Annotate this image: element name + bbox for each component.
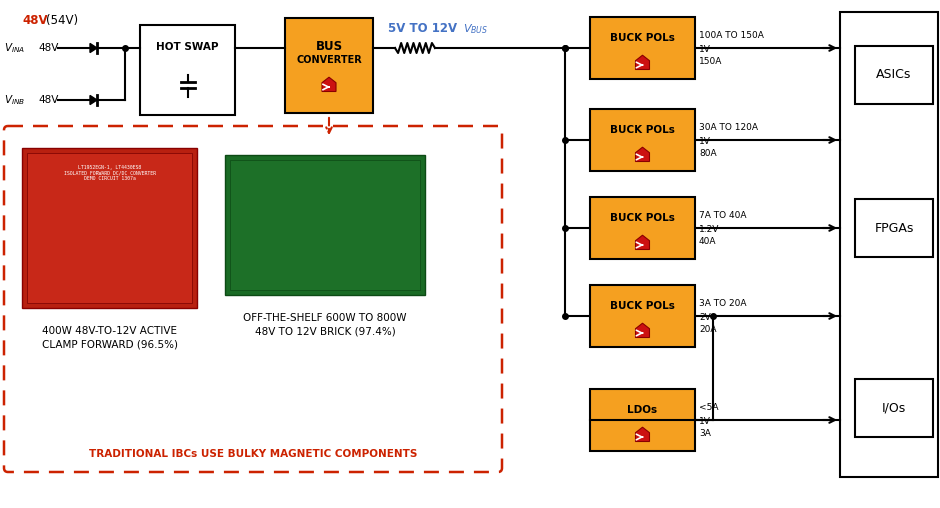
Text: LT1952EGN-1, LT4430ES8
ISOLATED FORWARD DC/DC CONVERTER
DEMO CIRCUIT 1307a: LT1952EGN-1, LT4430ES8 ISOLATED FORWARD …	[64, 165, 155, 181]
FancyBboxPatch shape	[4, 126, 502, 472]
Text: 1V: 1V	[699, 46, 711, 54]
Text: 7A TO 40A: 7A TO 40A	[699, 211, 746, 220]
Text: 3A: 3A	[699, 429, 711, 437]
Text: BUCK POLs: BUCK POLs	[610, 301, 675, 311]
Text: CONVERTER: CONVERTER	[296, 55, 362, 65]
Text: 48V: 48V	[22, 14, 48, 27]
Bar	[590, 285, 695, 347]
Bar	[590, 17, 695, 79]
Text: (54V): (54V)	[46, 14, 78, 27]
Text: 1V: 1V	[699, 138, 711, 146]
Text: $V_{BUS}$: $V_{BUS}$	[463, 22, 488, 36]
Text: OFF-THE-SHELF 600W TO 800W
48V TO 12V BRICK (97.4%): OFF-THE-SHELF 600W TO 800W 48V TO 12V BR…	[243, 313, 407, 336]
Text: BUS: BUS	[316, 40, 342, 52]
Bar	[285, 18, 373, 113]
Text: HOT SWAP: HOT SWAP	[156, 42, 219, 52]
Text: 400W 48V-TO-12V ACTIVE
CLAMP FORWARD (96.5%): 400W 48V-TO-12V ACTIVE CLAMP FORWARD (96…	[41, 326, 178, 349]
Text: BUCK POLs: BUCK POLs	[610, 33, 675, 43]
Text: 3A TO 20A: 3A TO 20A	[699, 300, 746, 308]
Polygon shape	[635, 55, 650, 70]
Polygon shape	[90, 44, 97, 52]
Text: <5A: <5A	[699, 403, 718, 412]
Bar	[27, 153, 192, 303]
Text: 100A TO 150A: 100A TO 150A	[699, 31, 764, 41]
Text: TRADITIONAL IBCs USE BULKY MAGNETIC COMPONENTS: TRADITIONAL IBCs USE BULKY MAGNETIC COMP…	[88, 449, 417, 459]
Bar	[855, 199, 933, 257]
Text: 20A: 20A	[699, 325, 716, 333]
Polygon shape	[635, 147, 650, 162]
Polygon shape	[635, 235, 650, 249]
Text: 5V TO 12V: 5V TO 12V	[388, 22, 457, 35]
Polygon shape	[635, 427, 650, 441]
Bar	[855, 379, 933, 437]
Bar	[590, 389, 695, 451]
Text: 80A: 80A	[699, 148, 716, 157]
Text: 2V: 2V	[699, 313, 711, 323]
Text: $V_{INA}$: $V_{INA}$	[4, 41, 25, 55]
Text: ASICs: ASICs	[876, 69, 912, 81]
Bar	[22, 148, 197, 308]
Polygon shape	[322, 77, 336, 91]
Text: BUCK POLs: BUCK POLs	[610, 213, 675, 223]
Polygon shape	[635, 323, 650, 337]
Bar	[225, 155, 425, 295]
Bar	[140, 25, 235, 115]
Bar	[840, 12, 938, 477]
Text: LDOs: LDOs	[627, 405, 658, 415]
Text: $V_{INB}$: $V_{INB}$	[4, 93, 25, 107]
Polygon shape	[90, 96, 97, 105]
Bar	[855, 46, 933, 104]
Bar	[590, 109, 695, 171]
Text: 40A: 40A	[699, 237, 716, 245]
Text: 1V: 1V	[699, 418, 711, 427]
Text: I/Os: I/Os	[882, 401, 906, 415]
Text: 48V: 48V	[38, 95, 58, 105]
Text: 30A TO 120A: 30A TO 120A	[699, 123, 758, 133]
Text: 150A: 150A	[699, 56, 722, 66]
Bar	[230, 160, 420, 290]
Bar	[590, 197, 695, 259]
Text: 48V: 48V	[38, 43, 58, 53]
Text: FPGAs: FPGAs	[874, 221, 914, 235]
Text: 1.2V: 1.2V	[699, 226, 719, 235]
Text: BUCK POLs: BUCK POLs	[610, 125, 675, 135]
